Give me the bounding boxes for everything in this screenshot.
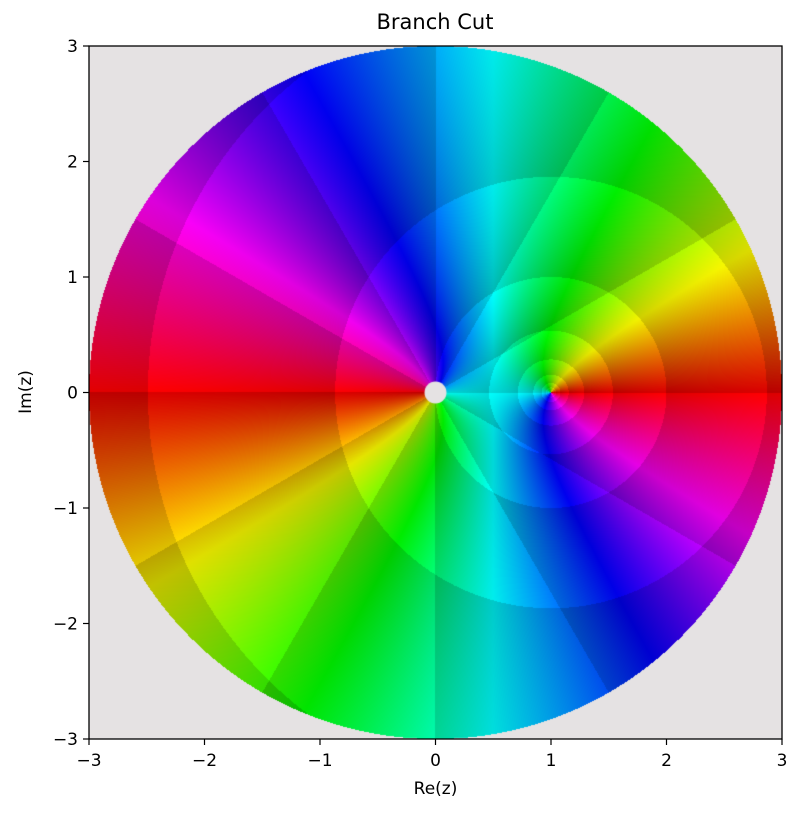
- x-tick-label: 2: [661, 751, 672, 771]
- phase-plot-image: [89, 46, 782, 739]
- y-tick-label: −1: [53, 499, 78, 519]
- y-tick-label: 1: [67, 268, 78, 288]
- y-tick-label: −3: [53, 730, 78, 750]
- x-tick-label: −3: [76, 751, 101, 771]
- y-tick-label: 3: [67, 37, 78, 57]
- chart-title: Branch Cut: [376, 10, 494, 34]
- x-tick-label: −2: [192, 751, 217, 771]
- y-tick-label: 2: [67, 153, 78, 173]
- y-tick-label: 0: [67, 384, 78, 404]
- x-tick-label: 0: [430, 751, 441, 771]
- plot-frame: [88, 45, 783, 740]
- y-axis-label: Im(z): [16, 370, 36, 414]
- x-tick-label: 1: [546, 751, 557, 771]
- y-tick-label: −2: [53, 615, 78, 635]
- x-axis-label: Re(z): [413, 779, 458, 799]
- x-tick-label: 3: [777, 751, 788, 771]
- x-tick-label: −1: [307, 751, 332, 771]
